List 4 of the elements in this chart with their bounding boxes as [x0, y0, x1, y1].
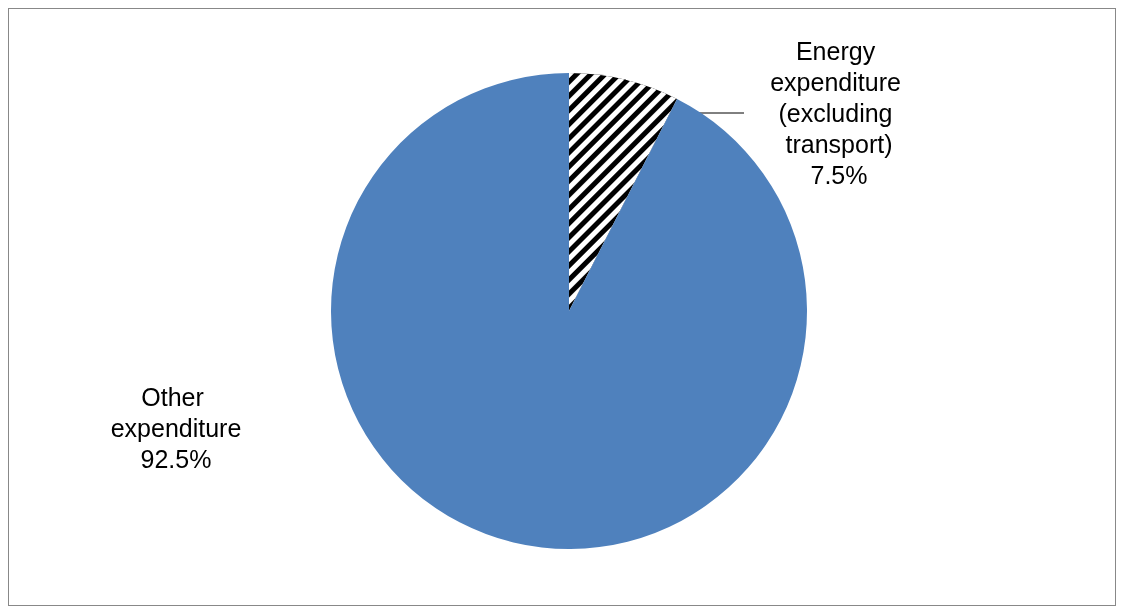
data-label: 92.5%	[140, 445, 212, 473]
slice-label: Energy expenditure (excluding transport)	[770, 37, 908, 158]
slice-label: Other expenditure	[110, 383, 242, 442]
data-label: 7.5%	[810, 161, 868, 189]
